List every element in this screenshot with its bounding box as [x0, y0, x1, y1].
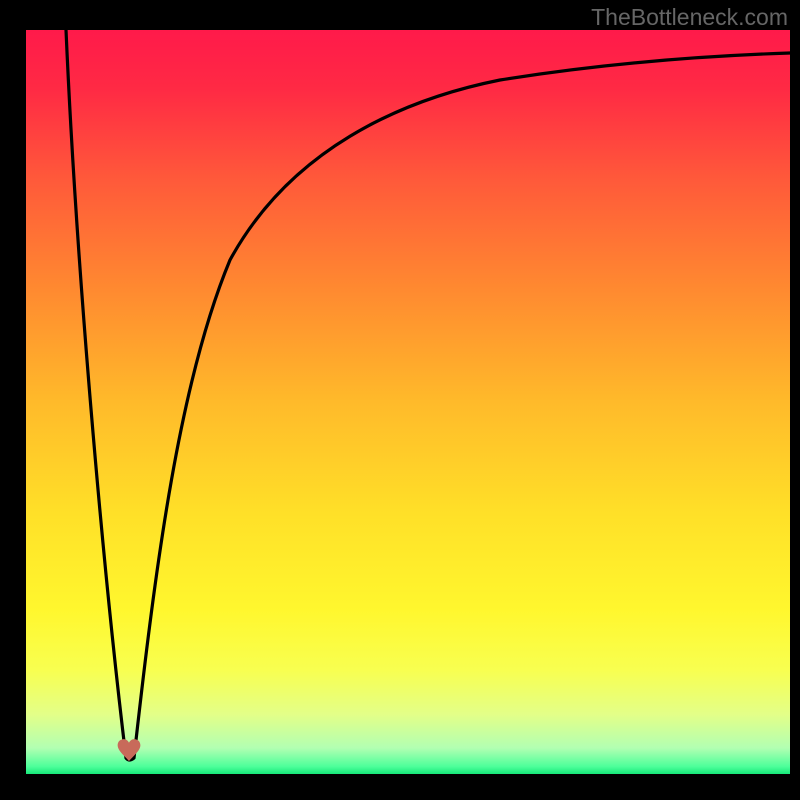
bottleneck-chart: TheBottleneck.com — [0, 0, 800, 800]
bottleneck-curve — [66, 30, 790, 760]
curve-layer — [0, 0, 800, 800]
watermark-text: TheBottleneck.com — [591, 4, 788, 31]
